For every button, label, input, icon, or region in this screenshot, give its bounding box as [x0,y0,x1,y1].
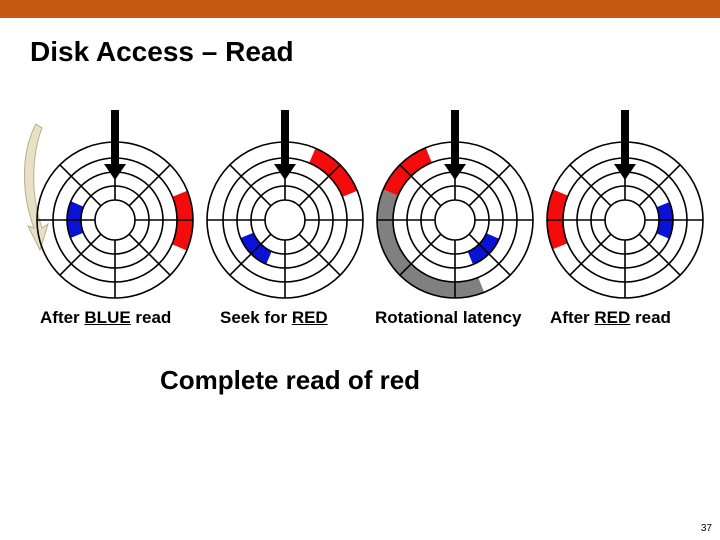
caption-3: Rotational latency [375,308,521,328]
slide-title: Disk Access – Read [0,18,720,68]
caption-1: After BLUE read [40,308,171,328]
caption-1-blue: BLUE [84,308,130,327]
disk-3 [370,110,540,310]
read-head-arrow [104,110,126,180]
page-number: 37 [701,523,712,534]
caption-4: After RED read [550,308,671,328]
caption-1-a: After [40,308,84,327]
spoke [299,234,340,275]
summary-caption: Complete read of red [160,365,420,396]
ring [265,200,305,240]
caption-4-c: read [630,308,671,327]
caption-4-a: After [550,308,594,327]
spoke [230,165,271,206]
spoke [639,234,680,275]
spoke [469,165,510,206]
spoke [60,234,101,275]
spoke [129,165,170,206]
caption-1-c: read [131,308,172,327]
spoke [570,165,611,206]
caption-2-a: Seek for [220,308,292,327]
caption-4-red: RED [594,308,630,327]
read-head-arrow [274,110,296,180]
disks-row [30,110,710,310]
ring [435,200,475,240]
spoke [570,234,611,275]
spoke [60,165,101,206]
spoke [129,234,170,275]
ring [95,200,135,240]
disk-2 [200,110,370,310]
caption-2-red: RED [292,308,328,327]
read-head-arrow [444,110,466,180]
read-head-arrow [614,110,636,180]
spoke [299,165,340,206]
spoke [400,165,441,206]
top-accent-bar [0,0,720,18]
spoke [639,165,680,206]
disk-4 [540,110,710,310]
disk-1 [30,110,200,310]
ring [605,200,645,240]
caption-2: Seek for RED [220,308,328,328]
spoke [400,234,441,275]
